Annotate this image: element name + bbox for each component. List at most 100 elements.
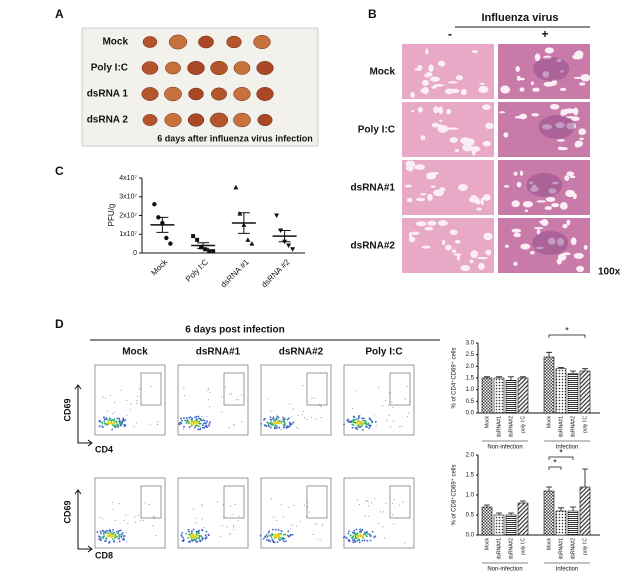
event: [198, 537, 201, 540]
event: [364, 530, 366, 532]
y-axis-label: PFU/g: [107, 204, 116, 227]
event: [136, 400, 138, 402]
event: [292, 421, 295, 424]
group-label: Non-infection: [487, 567, 522, 573]
alveolus: [544, 206, 553, 211]
event: [313, 397, 315, 399]
event: [125, 531, 127, 533]
row-label: Poly I:C: [91, 63, 128, 74]
event: [208, 406, 210, 408]
event: [180, 535, 183, 538]
event: [125, 514, 127, 516]
event: [122, 535, 125, 537]
event: [270, 422, 273, 425]
alveolus: [431, 85, 438, 89]
event: [199, 428, 201, 431]
event: [195, 517, 197, 519]
x-tick-label: Poly I:C: [184, 257, 210, 283]
bar: [579, 370, 591, 414]
event: [188, 422, 190, 425]
lung: [256, 61, 274, 75]
alveolus: [579, 137, 584, 141]
event: [99, 530, 102, 533]
event: [142, 519, 144, 521]
alveolus: [441, 239, 446, 246]
data-point: [249, 241, 255, 246]
alveolus: [578, 128, 587, 136]
alveolus: [549, 103, 560, 110]
lung: [142, 114, 158, 126]
row-label: dsRNA#1: [351, 183, 396, 194]
event: [204, 534, 207, 537]
alveolus: [449, 88, 460, 93]
event: [394, 499, 396, 501]
event: [105, 537, 107, 540]
alveolus: [454, 239, 461, 244]
event: [358, 422, 361, 424]
event: [190, 531, 193, 534]
y-axis-label: % of CD4⁺CD69⁺ cells: [451, 347, 458, 408]
event: [371, 530, 374, 533]
lung: [141, 61, 159, 75]
event: [286, 418, 289, 421]
event: [357, 499, 359, 501]
event: [392, 420, 394, 422]
lung: [187, 60, 205, 76]
event: [319, 540, 321, 542]
event: [361, 535, 364, 538]
alveolus: [565, 189, 576, 198]
x-tick-label: poly I:C: [520, 538, 526, 555]
event: [407, 416, 409, 418]
event: [221, 525, 223, 527]
event: [314, 524, 316, 526]
y-tick-label: 1.5: [466, 473, 475, 479]
event: [358, 423, 361, 426]
event: [117, 537, 120, 540]
bar: [555, 368, 567, 414]
event: [364, 422, 367, 424]
event: [272, 420, 275, 423]
alveolus: [424, 73, 430, 78]
event: [358, 504, 360, 506]
event: [201, 539, 204, 541]
column-label: Poly I:C: [365, 347, 402, 358]
bar: [543, 356, 555, 414]
event: [109, 530, 112, 532]
event: [273, 427, 276, 430]
event: [112, 502, 114, 504]
bar: [555, 510, 567, 536]
event: [267, 532, 270, 534]
event: [178, 423, 181, 426]
gate: [389, 485, 411, 519]
alveolus: [437, 60, 446, 67]
event: [119, 529, 122, 532]
alveolus: [420, 135, 426, 141]
event: [103, 418, 106, 421]
event: [182, 536, 185, 539]
event: [135, 521, 137, 523]
alveolus: [429, 76, 441, 82]
event: [266, 421, 269, 424]
event: [208, 423, 211, 425]
y-tick-label: 1.5: [466, 376, 475, 382]
alveolus: [536, 229, 541, 235]
event: [286, 425, 289, 428]
event: [356, 425, 359, 428]
alveolus: [439, 119, 443, 122]
event: [205, 422, 208, 424]
gate: [306, 372, 328, 406]
x-tick-label: Mock: [149, 257, 170, 278]
event: [368, 427, 370, 430]
event: [232, 524, 234, 526]
alveolus: [500, 85, 511, 94]
event: [188, 530, 190, 533]
alveolus: [504, 244, 509, 248]
event: [351, 426, 354, 429]
alveolus: [562, 223, 568, 229]
event: [263, 417, 266, 420]
lung: [168, 34, 188, 50]
event: [191, 419, 193, 421]
event: [113, 425, 116, 428]
event: [366, 539, 369, 542]
